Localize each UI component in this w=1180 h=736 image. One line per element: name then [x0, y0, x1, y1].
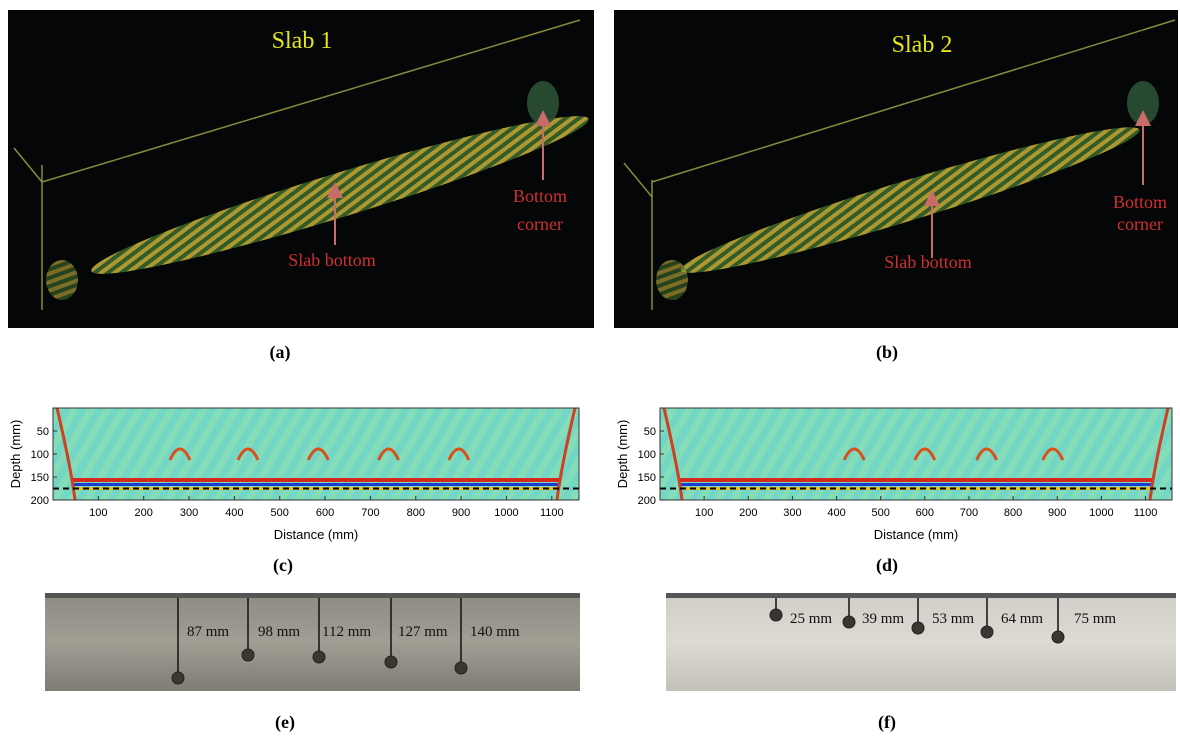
y-tick-label: 150: [31, 472, 49, 484]
x-tick-label: 100: [695, 507, 713, 519]
depth-label: 39 mm: [862, 611, 904, 627]
figure: Slab 1Slab bottomBottomcorner(a)Slab 2Sl…: [0, 0, 1180, 736]
slab-photo: [45, 593, 580, 691]
depth-label: 127 mm: [398, 624, 448, 640]
depth-label: 87 mm: [187, 624, 229, 640]
x-tick-label: 900: [1048, 507, 1066, 519]
rebar-hole: [1052, 631, 1064, 643]
bottom-reflection: [680, 478, 1152, 482]
y-tick-label: 50: [644, 426, 656, 438]
bscan-image: [53, 408, 579, 500]
x-tick-label: 1000: [1089, 507, 1113, 519]
panel-label: (c): [273, 555, 293, 576]
render-title: Slab 1: [272, 28, 333, 54]
rebar-hole: [385, 656, 397, 668]
x-tick-label: 1000: [494, 507, 518, 519]
x-tick-label: 800: [1004, 507, 1022, 519]
render-image: [8, 10, 594, 328]
rebar-hole: [172, 672, 184, 684]
render-title: Slab 2: [892, 32, 953, 58]
x-tick-label: 1100: [1134, 507, 1158, 519]
x-tick-label: 900: [452, 507, 470, 519]
x-tick-label: 200: [135, 507, 153, 519]
annotation: Slab bottom: [884, 252, 972, 272]
depth-label: 53 mm: [932, 611, 974, 627]
annotation: Bottom: [1113, 192, 1167, 212]
y-tick-label: 100: [31, 449, 49, 461]
rebar-hole: [981, 626, 993, 638]
bscan-image: [660, 408, 1172, 500]
corner-reflection: [656, 260, 688, 300]
depth-label: 64 mm: [1001, 611, 1043, 627]
bottom-reflection: [73, 483, 559, 486]
rebar-hole: [455, 662, 467, 674]
y-tick-label: 200: [31, 495, 49, 507]
x-tick-label: 700: [960, 507, 978, 519]
depth-label: 25 mm: [790, 611, 832, 627]
rebar-hole: [912, 622, 924, 634]
slab-top-edge: [666, 593, 1176, 598]
bottom-reflection: [73, 478, 559, 482]
x-tick-label: 600: [916, 507, 934, 519]
x-tick-label: 600: [316, 507, 334, 519]
x-tick-label: 400: [827, 507, 845, 519]
y-axis-label: Depth (mm): [615, 420, 630, 489]
panel-label: (e): [275, 712, 295, 733]
x-tick-label: 400: [225, 507, 243, 519]
y-tick-label: 100: [638, 449, 656, 461]
x-axis-label: Distance (mm): [274, 527, 359, 542]
slab-photo: [666, 593, 1176, 691]
rebar-hole: [242, 649, 254, 661]
annotation: corner: [517, 214, 563, 234]
x-tick-label: 500: [271, 507, 289, 519]
annotation: corner: [1117, 214, 1163, 234]
bottom-reflection: [680, 483, 1152, 486]
annotation: Slab bottom: [288, 250, 376, 270]
x-axis-label: Distance (mm): [874, 527, 959, 542]
x-tick-label: 1100: [540, 507, 564, 519]
y-tick-label: 150: [638, 472, 656, 484]
rebar-hole: [843, 616, 855, 628]
x-tick-label: 700: [361, 507, 379, 519]
y-tick-label: 200: [638, 495, 656, 507]
x-tick-label: 500: [872, 507, 890, 519]
rebar-hole: [770, 609, 782, 621]
x-tick-label: 300: [180, 507, 198, 519]
x-tick-label: 300: [783, 507, 801, 519]
x-tick-label: 200: [739, 507, 757, 519]
panel-label: (b): [876, 342, 898, 363]
depth-label: 112 mm: [322, 624, 371, 640]
y-tick-label: 50: [37, 426, 49, 438]
panel-label: (a): [270, 342, 291, 363]
corner-reflection: [46, 260, 78, 300]
slab-top-edge: [45, 593, 580, 598]
panel-label: (f): [878, 712, 896, 733]
annotation: Bottom: [513, 186, 567, 206]
depth-label: 98 mm: [258, 624, 300, 640]
x-tick-label: 100: [89, 507, 107, 519]
rebar-hole: [313, 651, 325, 663]
panel-label: (d): [876, 555, 898, 576]
y-axis-label: Depth (mm): [8, 420, 23, 489]
x-tick-label: 800: [407, 507, 425, 519]
depth-label: 140 mm: [470, 624, 520, 640]
depth-label: 75 mm: [1074, 611, 1116, 627]
